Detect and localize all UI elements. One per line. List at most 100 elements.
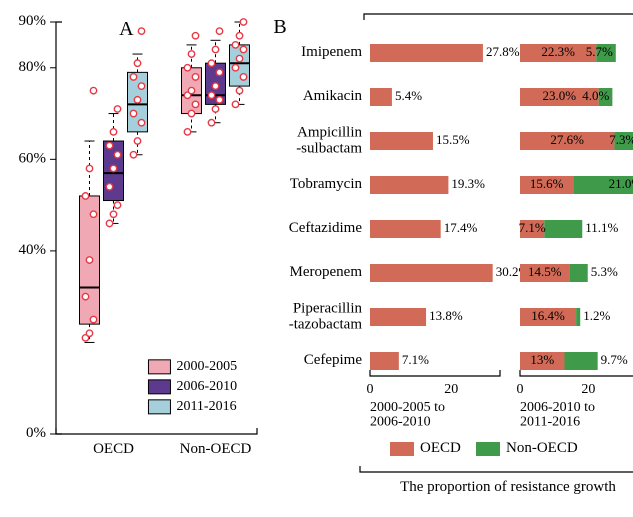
- boxplot-point: [240, 46, 246, 52]
- panelB-bar-label: 5.4%: [395, 88, 422, 103]
- boxplot-point: [130, 152, 136, 158]
- panelA-ytick: 0%: [26, 425, 46, 441]
- boxplot-point: [232, 42, 238, 48]
- panelB-sub-bottom-bracket: [520, 370, 633, 376]
- panelB-bar-segment: [370, 308, 426, 326]
- panelB-legend-swatch: [390, 442, 414, 456]
- boxplot-point: [184, 129, 190, 135]
- panelB-bar-segment: [564, 352, 597, 370]
- panelA-legend-label: 2006-2010: [176, 379, 237, 394]
- boxplot-point: [86, 165, 92, 171]
- boxplot-point: [216, 69, 222, 75]
- panelB-caption-bracket: [360, 466, 633, 472]
- boxplot-point: [130, 74, 136, 80]
- boxplot-point: [212, 106, 218, 112]
- boxplot-point: [114, 152, 120, 158]
- panelB-row-label: Amikacin: [303, 88, 363, 104]
- panelA-legend-label: 2011-2016: [176, 399, 236, 414]
- panelB-bar-segment: [370, 132, 433, 150]
- boxplot-point: [90, 211, 96, 217]
- panelB-row-label: Meropenem: [290, 264, 363, 280]
- boxplot-point: [212, 46, 218, 52]
- panelA-legend-swatch: [148, 400, 170, 414]
- panelB-bar-label: 15.5%: [436, 132, 470, 147]
- panelB-bar-label: 9.7%: [601, 352, 628, 367]
- boxplot-point: [184, 65, 190, 71]
- panelB-row-label: Ampicillin-sulbactam: [296, 125, 362, 157]
- boxplot-point: [138, 83, 144, 89]
- boxplot-point: [110, 211, 116, 217]
- panelB-bar-label: 11.1%: [585, 220, 618, 235]
- panelB-bar-label: 27.6%: [550, 132, 584, 147]
- panelA-legend-swatch: [148, 380, 170, 394]
- boxplot-point: [138, 28, 144, 34]
- boxplot-point: [192, 33, 198, 39]
- panelB-label: B: [273, 16, 286, 38]
- boxplot-point: [86, 257, 92, 263]
- boxplot-point: [82, 193, 88, 199]
- panelB-bar-segment: [370, 220, 441, 238]
- panelB-bar-label: 22.3%: [541, 44, 575, 59]
- panelB-bar-segment: [370, 264, 493, 282]
- panelB-bar-label: 21.0%: [609, 176, 633, 191]
- boxplot-point: [236, 87, 242, 93]
- boxplot-point: [106, 142, 112, 148]
- boxplot-point: [240, 19, 246, 25]
- boxplot-point: [106, 184, 112, 190]
- boxplot-point: [114, 202, 120, 208]
- boxplot-point: [236, 33, 242, 39]
- panelB-bar-label: 4.0%: [582, 88, 609, 103]
- panelA-xcat: OECD: [93, 441, 134, 457]
- panelB-bar-label: 13%: [530, 352, 554, 367]
- panelB-bar-label: 23.0%: [543, 88, 577, 103]
- boxplot-point: [208, 92, 214, 98]
- panelB-row-label: Ceftazidime: [289, 220, 363, 236]
- panelB-sub-title: 2006-2010 to2011-2016: [520, 400, 595, 430]
- panelB-xtick: 20: [581, 382, 595, 397]
- panelB-bar-label: 7.3%: [609, 132, 633, 147]
- boxplot-point: [240, 74, 246, 80]
- panelB-bar-label: 7.1%: [402, 352, 429, 367]
- figure-root: 0%40%60%80%90%AOECDNon-OECD2000-20052006…: [0, 0, 633, 517]
- panelB-xtick: 0: [517, 382, 524, 397]
- boxplot-point: [134, 138, 140, 144]
- panelB-bar-segment: [370, 88, 392, 106]
- panelA-ytick: 90%: [19, 13, 47, 29]
- boxplot-point: [208, 120, 214, 126]
- boxplot-point: [188, 110, 194, 116]
- panelB-sub-bottom-bracket: [370, 370, 500, 376]
- panelA-label: A: [119, 18, 134, 40]
- panelB-bar-segment: [544, 220, 582, 238]
- boxplot-point: [216, 97, 222, 103]
- boxplot-point: [212, 83, 218, 89]
- boxplot-point: [236, 55, 242, 61]
- panelB-bar-segment: [570, 264, 588, 282]
- boxplot-point: [192, 101, 198, 107]
- panelB-bar-label: 17.4%: [444, 220, 478, 235]
- boxplot-point: [82, 293, 88, 299]
- panelB-bar-label: 13.8%: [429, 308, 463, 323]
- boxplot-point: [192, 74, 198, 80]
- panelB-bar-segment: [576, 308, 580, 326]
- boxplot-point: [86, 330, 92, 336]
- boxplot-point: [110, 129, 116, 135]
- panelB-bar-segment: [370, 176, 448, 194]
- boxplot-point: [134, 97, 140, 103]
- boxplot-point: [110, 165, 116, 171]
- panelB-bar-segment: [370, 44, 483, 62]
- panelA-ytick: 40%: [19, 242, 47, 258]
- boxplot-point: [208, 60, 214, 66]
- boxplot-point: [216, 28, 222, 34]
- panelB-bar-label: 15.6%: [530, 176, 564, 191]
- boxplot-point: [232, 65, 238, 71]
- boxplot-point: [114, 106, 120, 112]
- panelB-bar-label: 14.5%: [528, 264, 562, 279]
- boxplot-point: [106, 220, 112, 226]
- panelB-bar-label: 27.8%: [486, 44, 520, 59]
- panelB-bar-label: 1.2%: [583, 308, 610, 323]
- panelB-row-label: Imipenem: [301, 44, 362, 60]
- boxplot-point: [188, 51, 194, 57]
- boxplot-point: [188, 87, 194, 93]
- boxplot-point: [138, 120, 144, 126]
- panelB-sub-title: 2000-2005 to2006-2010: [370, 400, 445, 430]
